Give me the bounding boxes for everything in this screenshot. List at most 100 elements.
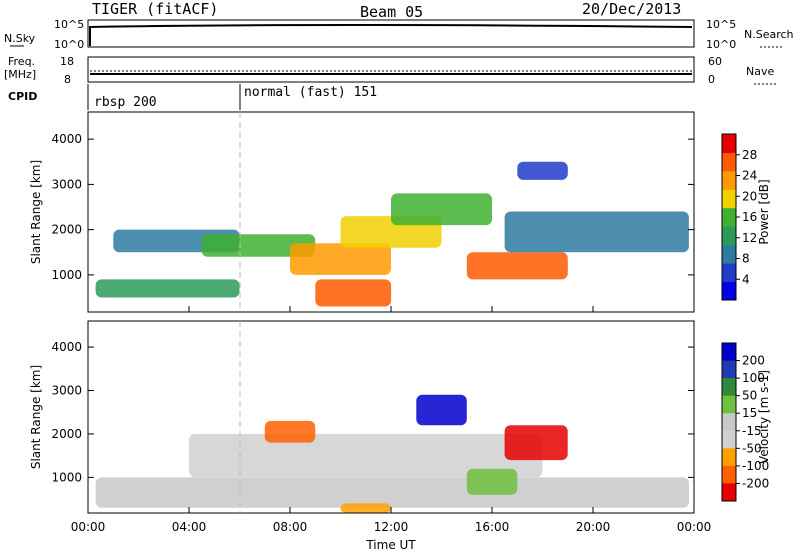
power-colorbar-swatch (722, 207, 736, 227)
freq-strip: Freq. [MHz] 18 8 60 0 Nave (4, 55, 776, 86)
velocity-colorbar: 200 100 50 15 -15 -50 -100 -200 (721, 342, 769, 502)
velocity-y-tick-label: 1000 (51, 470, 82, 484)
velocity-colorbar-tick-label: -200 (742, 476, 769, 490)
power-colorbar-tick-label: 24 (742, 169, 757, 183)
velocity-colorbar-swatch (722, 413, 736, 432)
power-echo-band (201, 234, 316, 257)
nsky-tick-bottom: 10^0 (54, 38, 84, 51)
nsky-label: N.Sky (4, 32, 36, 45)
velocity-colorbar-label: Velocity [m s-1] (757, 370, 771, 464)
velocity-echo-band (504, 425, 568, 461)
nave-tick-bottom: 0 (708, 73, 715, 86)
velocity-colorbar-swatch (722, 360, 736, 379)
x-tick-label: 00:00 (71, 520, 106, 534)
velocity-echo-band (416, 394, 467, 426)
velocity-colorbar-tick-label: 50 (742, 389, 757, 403)
power-y-tick-label: 1000 (51, 268, 82, 282)
power-colorbar-tick-label: 16 (742, 210, 757, 224)
power-y-tick-label: 2000 (51, 223, 82, 237)
velocity-colorbar-swatch (722, 395, 736, 414)
power-colorbar-swatch (722, 244, 736, 264)
nsearch-tick-top: 10^5 (706, 18, 736, 31)
velocity-colorbar-tick-label: -50 (742, 441, 762, 455)
nave-label: Nave (746, 65, 774, 78)
freq-label: Freq. (8, 55, 35, 68)
power-echo-layer (95, 161, 689, 307)
x-tick-label: 12:00 (374, 520, 409, 534)
power-echo-band (466, 252, 568, 280)
velocity-y-tick-label: 2000 (51, 427, 82, 441)
velocity-colorbar-tick-label: -100 (742, 459, 769, 473)
cpid-segment-1: normal (fast) 151 (244, 85, 377, 100)
power-colorbar-tick-label: 4 (742, 272, 750, 286)
velocity-y-tick-label: 3000 (51, 384, 82, 398)
freq-unit-label: [MHz] (4, 68, 36, 81)
cpid-segment-0: rbsp 200 (94, 95, 157, 110)
velocity-panel: 1000 2000 3000 4000 00:00 04:00 08:00 12:00 16:… (29, 306, 771, 552)
freq-tick-bottom: 8 (64, 73, 71, 86)
velocity-echo-band (95, 477, 690, 508)
x-tick-label: 00:00 (677, 520, 712, 534)
power-y-ticks: 1000 2000 3000 4000 (51, 132, 694, 282)
power-colorbar-tick-label: 12 (742, 231, 757, 245)
x-tick-label: 20:00 (576, 520, 611, 534)
velocity-colorbar-swatch (722, 378, 736, 397)
power-colorbar: 4 8 12 16 20 24 28 (721, 133, 757, 301)
x-tick-label: 04:00 (172, 520, 207, 534)
velocity-colorbar-tick-label: 15 (742, 406, 757, 420)
velocity-echo-layer (95, 394, 690, 513)
date-title: 20/Dec/2013 (582, 0, 681, 18)
station-title: TIGER (fitACF) (92, 0, 218, 18)
nave-tick-top: 60 (708, 55, 722, 68)
velocity-colorbar-swatch (722, 483, 736, 502)
velocity-echo-band (466, 468, 518, 495)
velocity-colorbar-swatch (722, 465, 736, 484)
power-echo-band (290, 243, 391, 275)
velocity-colorbar-swatch (722, 430, 736, 449)
cpid-label: CPID (8, 90, 37, 103)
power-colorbar-swatch (722, 226, 736, 246)
velocity-colorbar-swatch (722, 343, 736, 362)
power-echo-band (391, 193, 492, 226)
power-echo-band (95, 279, 240, 298)
power-y-axis-label: Slant Range [km] (29, 160, 43, 264)
nsky-trace (89, 24, 693, 28)
cpid-strip: CPID rbsp 200 normal (fast) 151 (8, 84, 377, 110)
nsky-strip: N.Sky 10^5 10^0 10^5 10^0 N.Search (4, 18, 794, 51)
power-colorbar-swatch (722, 281, 736, 301)
power-y-tick-label: 4000 (51, 132, 82, 146)
power-colorbar-tick-label: 28 (742, 148, 757, 162)
nsearch-label: N.Search (744, 28, 794, 41)
velocity-echo-band (264, 420, 316, 443)
power-colorbar-tick-label: 8 (742, 252, 750, 266)
power-echo-band (504, 211, 689, 253)
power-colorbar-tick-label: 20 (742, 189, 757, 203)
velocity-colorbar-frame (721, 342, 737, 502)
x-axis-label: Time UT (365, 538, 416, 552)
power-colorbar-label: Power [dB] (757, 179, 771, 244)
velocity-echo-band (189, 433, 543, 478)
power-panel: 1000 2000 3000 4000 Slant Range [km] 4 8 12 16… (29, 111, 771, 313)
velocity-echo-band (340, 503, 391, 513)
power-colorbar-swatch (722, 189, 736, 209)
velocity-colorbar-tick-label: 100 (742, 371, 765, 385)
velocity-colorbar-swatch (722, 448, 736, 467)
power-colorbar-swatch (722, 263, 736, 282)
velocity-x-ticks: 00:00 04:00 08:00 12:00 16:00 20:00 00:00 (71, 306, 712, 534)
nsky-tick-top: 10^5 (54, 18, 84, 31)
velocity-y-tick-label: 4000 (51, 340, 82, 354)
x-tick-label: 16:00 (475, 520, 510, 534)
x-tick-label: 08:00 (273, 520, 308, 534)
velocity-colorbar-tick-label: -15 (742, 424, 762, 438)
power-colorbar-swatch (722, 134, 736, 153)
beam-title: Beam 05 (360, 3, 423, 21)
freq-tick-top: 18 (60, 55, 74, 68)
nsearch-tick-bottom: 10^0 (706, 38, 736, 51)
power-y-tick-label: 3000 (51, 177, 82, 191)
power-colorbar-swatch (722, 170, 736, 190)
power-echo-band (315, 279, 392, 307)
velocity-colorbar-tick-label: 200 (742, 354, 765, 368)
power-echo-band (517, 161, 568, 180)
velocity-y-ticks: 1000 2000 3000 4000 (51, 340, 694, 484)
